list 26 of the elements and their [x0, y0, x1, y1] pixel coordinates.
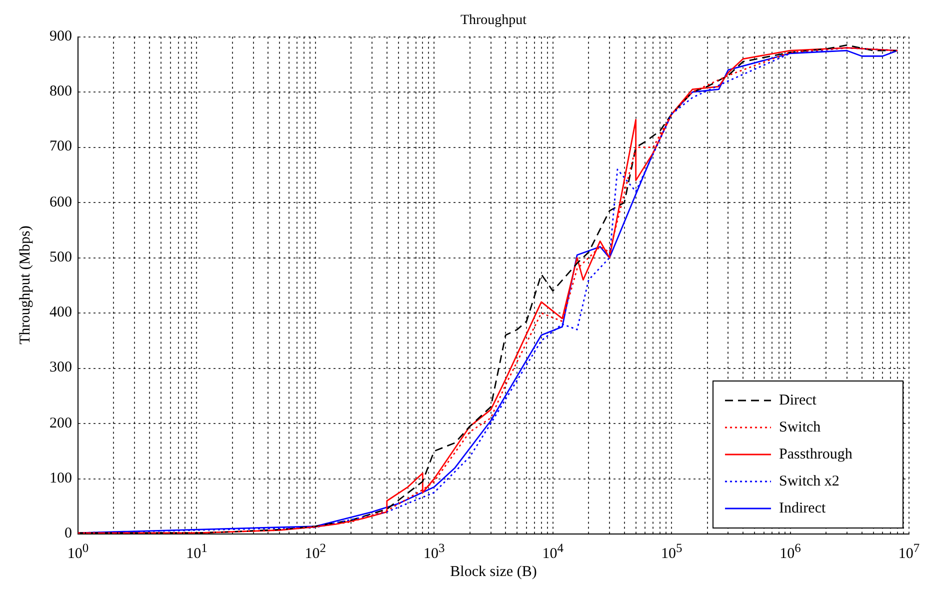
- x-tick-label: 10$^{2}$: [304, 540, 326, 563]
- x-axis-title: Block size (B): [450, 564, 537, 581]
- y-axis-title: Throughput (Mbps): [18, 226, 34, 345]
- x-tick-label: 10$^{1}$: [186, 540, 208, 563]
- y-tick-label: 300: [50, 360, 72, 377]
- legend-label: Direct: [779, 392, 818, 408]
- legend-label: Switch x2: [779, 473, 840, 490]
- y-tick-label: 200: [50, 415, 72, 432]
- y-tick-label: 900: [50, 28, 72, 46]
- y-tick-label: 500: [50, 249, 72, 266]
- y-tick-label: 700: [50, 138, 72, 156]
- x-tick-label: 10$^{4}$: [542, 540, 564, 563]
- x-tick-label: 10$^{5}$: [660, 540, 682, 563]
- y-tick-label: 800: [50, 84, 72, 101]
- x-tick-label: 10$^{7}$: [898, 540, 920, 563]
- y-tick-label: 100: [50, 470, 72, 488]
- x-tick-label: 10$^{3}$: [424, 540, 445, 563]
- x-tick-label: 10$^{6}$: [780, 540, 801, 563]
- y-tick-label: 0: [64, 526, 72, 542]
- legend-label: Indirect: [779, 500, 826, 516]
- y-tick-label: 400: [50, 304, 72, 322]
- legend-label: Passthrough: [779, 446, 853, 462]
- y-tick-label: 600: [50, 194, 72, 212]
- legend-label: Switch: [779, 419, 822, 436]
- chart-title: Throughput: [460, 13, 527, 28]
- x-tick-label: 10$^{0}$: [67, 540, 89, 563]
